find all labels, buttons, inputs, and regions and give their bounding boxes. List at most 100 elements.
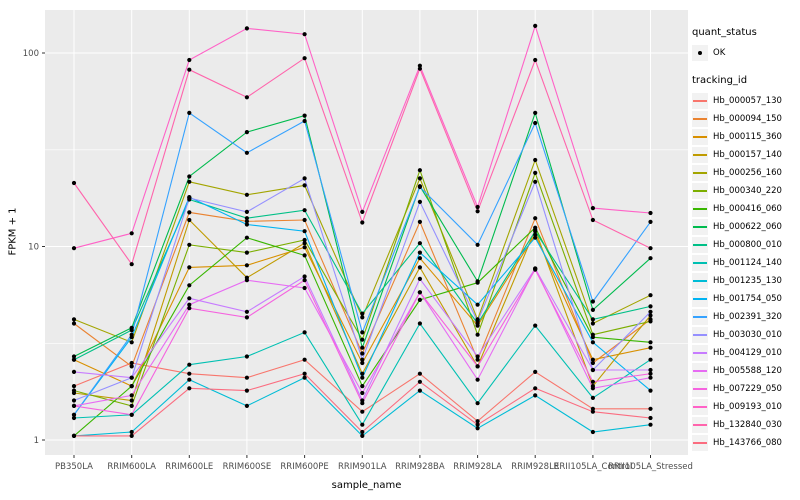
data-point — [187, 302, 192, 307]
data-point — [648, 293, 653, 298]
data-point — [360, 220, 365, 225]
legend: quant_status OK tracking_id Hb_000057_13… — [692, 27, 798, 465]
data-point — [302, 278, 307, 283]
data-point — [71, 412, 77, 417]
legend-key-box — [692, 93, 708, 109]
legend-item-Hb_000622_060: Hb_000622_060 — [692, 218, 798, 236]
data-point — [302, 330, 307, 335]
data-point — [244, 209, 249, 214]
data-point — [590, 217, 596, 223]
data-point — [590, 317, 596, 322]
legend-item-Hb_004129_010: Hb_004129_010 — [692, 344, 798, 362]
data-point — [129, 398, 134, 403]
x-tick-label: RRIM600SE — [223, 462, 272, 472]
legend-item-Hb_000340_220: Hb_000340_220 — [692, 182, 798, 200]
data-point — [71, 415, 77, 421]
data-point — [244, 26, 249, 31]
data-point — [417, 388, 422, 393]
data-point — [360, 209, 365, 214]
data-point — [244, 403, 249, 408]
series-color-swatch — [693, 244, 707, 246]
data-point — [360, 315, 365, 320]
data-point — [360, 360, 365, 366]
data-point — [475, 332, 480, 337]
data-point — [129, 231, 134, 236]
data-point — [360, 384, 365, 389]
data-point — [417, 250, 422, 255]
legend-key-box — [692, 309, 708, 325]
legend-item-Hb_002391_320: Hb_002391_320 — [692, 308, 798, 326]
data-point — [648, 319, 653, 324]
series-color-swatch — [693, 136, 707, 138]
legend-item-Hb_000256_160: Hb_000256_160 — [692, 164, 798, 182]
data-point — [129, 360, 134, 366]
data-point — [533, 232, 538, 237]
data-point — [533, 170, 538, 175]
data-point — [129, 384, 134, 389]
data-point — [71, 317, 77, 322]
legend-item-Hb_007229_050: Hb_007229_050 — [692, 380, 798, 398]
data-point — [417, 276, 422, 281]
data-point — [475, 357, 480, 362]
data-point — [244, 315, 249, 320]
data-point — [533, 369, 538, 374]
legend-title-tracking-id: tracking_id — [692, 75, 748, 86]
data-point — [360, 351, 365, 356]
data-point — [71, 388, 77, 393]
data-point — [302, 285, 307, 291]
data-point — [244, 95, 249, 100]
data-point — [302, 118, 307, 124]
data-point — [187, 174, 192, 179]
data-point — [648, 375, 653, 380]
legend-item-label: Hb_004129_010 — [713, 348, 782, 358]
y-tick-label: 1 — [34, 436, 39, 446]
data-point — [417, 297, 422, 302]
legend-item-Hb_000094_150: Hb_000094_150 — [692, 110, 798, 128]
data-point — [590, 335, 596, 340]
legend-item-label: Hb_000157_140 — [713, 150, 782, 160]
data-point — [302, 56, 307, 61]
data-point — [648, 371, 653, 376]
data-point — [360, 311, 365, 316]
data-point — [648, 422, 653, 427]
legend-key-box — [692, 201, 708, 217]
series-color-swatch — [693, 208, 707, 210]
data-point — [648, 357, 653, 362]
series-color-swatch — [693, 172, 707, 174]
data-point — [648, 219, 653, 224]
legend-group-quant-status: quant_status OK — [692, 27, 798, 62]
series-color-swatch — [693, 154, 707, 156]
legend-item-label: Hb_000256_160 — [713, 168, 782, 178]
data-point — [533, 225, 538, 230]
legend-key-box — [692, 291, 708, 307]
legend-item-Hb_005588_120: Hb_005588_120 — [692, 362, 798, 380]
legend-item-label: Hb_002391_320 — [713, 312, 782, 322]
legend-item-label: OK — [713, 48, 726, 58]
y-tick-label: 100 — [23, 49, 39, 59]
data-point — [302, 176, 307, 181]
data-point — [533, 267, 538, 272]
legend-key-box — [692, 255, 708, 271]
data-point — [187, 362, 192, 367]
legend-item-label: Hb_003030_010 — [713, 330, 782, 340]
x-tick-label: RRII105LA_Stressed — [608, 462, 693, 472]
data-point — [533, 216, 538, 221]
legend-item-label: Hb_143766_080 — [713, 438, 782, 448]
legend-tracking-items: Hb_000057_130 Hb_000094_150 Hb_000115_360 H… — [692, 92, 798, 452]
series-color-swatch — [693, 442, 707, 444]
data-point — [360, 433, 365, 438]
legend-key-box — [692, 399, 708, 415]
data-point — [417, 241, 422, 246]
data-point — [590, 357, 596, 362]
data-point — [302, 357, 307, 362]
data-point — [302, 241, 307, 246]
data-point — [187, 217, 192, 223]
data-point — [302, 245, 307, 250]
data-point — [417, 321, 422, 326]
data-point — [71, 357, 77, 362]
legend-key-box — [692, 129, 708, 145]
data-point — [129, 262, 134, 267]
data-point — [417, 371, 422, 376]
x-tick-label: RRIM600PE — [280, 462, 328, 472]
